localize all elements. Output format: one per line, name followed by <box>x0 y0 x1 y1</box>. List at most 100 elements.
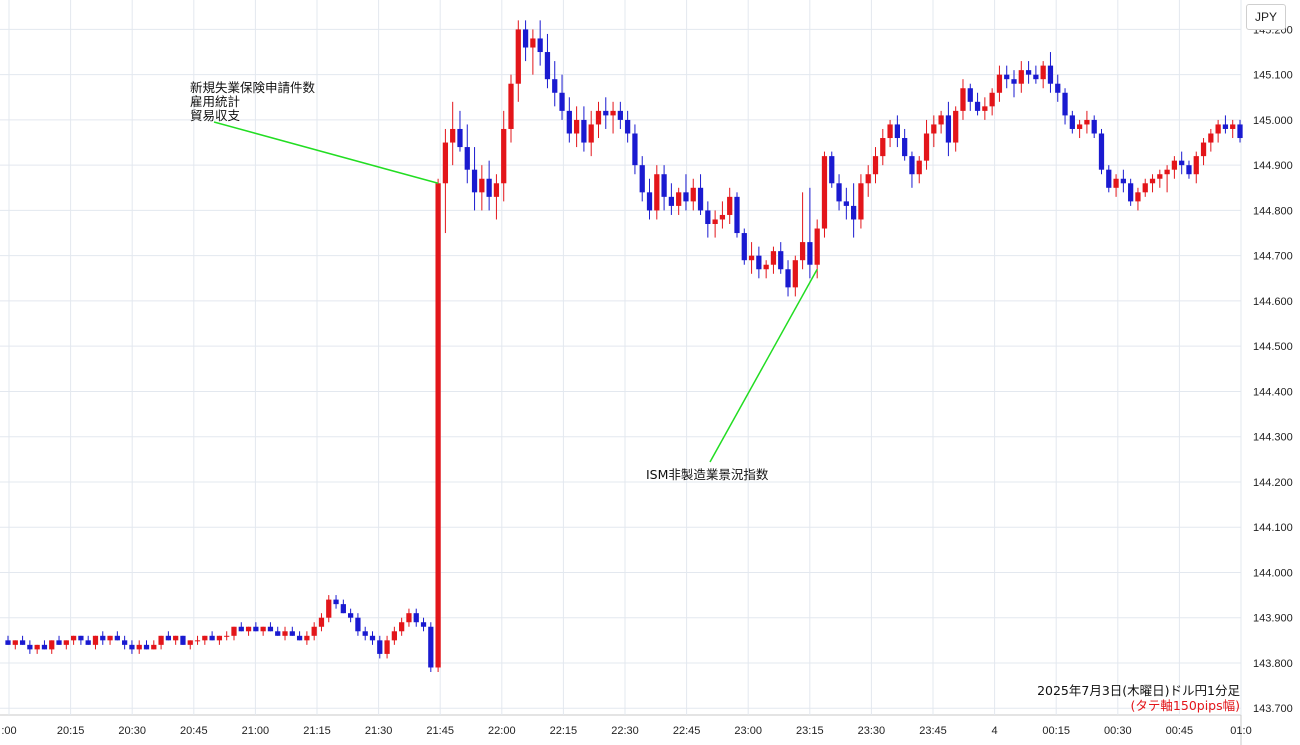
candle-body <box>1047 65 1054 84</box>
candle <box>792 255 798 297</box>
candle <box>41 640 48 650</box>
candle-body <box>872 156 879 175</box>
candle-body <box>770 251 777 265</box>
y-tick-label: 144.800 <box>1253 205 1293 217</box>
candle <box>275 626 281 636</box>
annotation-text: ISM非製造業景況指数 <box>646 467 769 482</box>
candle <box>238 622 244 632</box>
candle-body <box>216 635 223 641</box>
x-tick-label: 4 <box>992 725 998 737</box>
candle-body <box>508 83 514 129</box>
candle-body <box>1193 156 1199 175</box>
currency-label[interactable]: JPY <box>1246 4 1286 30</box>
candle-body <box>894 124 900 139</box>
y-tick-label: 144.100 <box>1253 522 1293 534</box>
candle-body <box>311 626 317 636</box>
candle-body <box>399 622 405 632</box>
candle-body <box>1106 169 1112 188</box>
y-tick-label: 144.600 <box>1253 296 1293 308</box>
candle <box>573 106 580 148</box>
candle <box>1084 110 1090 134</box>
candle-body <box>887 124 893 139</box>
candle-body <box>778 251 784 270</box>
candle-body <box>194 640 201 642</box>
candle-body <box>158 635 164 645</box>
candle <box>231 626 237 641</box>
candle <box>19 635 26 645</box>
candles <box>5 20 1243 673</box>
candle <box>289 626 295 636</box>
candle-body <box>238 626 244 632</box>
x-tick-label: 23:15 <box>796 725 824 737</box>
candle <box>340 599 346 614</box>
candle-body <box>107 635 113 641</box>
candle <box>676 187 682 215</box>
candle <box>748 242 755 274</box>
candle <box>493 174 500 220</box>
candle-body <box>63 640 69 645</box>
candle-body <box>741 233 747 261</box>
x-tick-label: 00:30 <box>1104 725 1132 737</box>
candle <box>245 626 252 636</box>
candle <box>537 20 543 66</box>
candle-body <box>668 196 675 206</box>
candle <box>49 640 55 654</box>
candle <box>471 147 478 211</box>
candle <box>880 128 886 166</box>
x-tick-label: 21:45 <box>426 725 454 737</box>
candle-body <box>1011 79 1017 84</box>
candle-body <box>646 192 653 211</box>
candle-body <box>202 635 208 641</box>
candle <box>625 110 631 143</box>
candle <box>588 110 594 157</box>
candle <box>770 246 777 274</box>
candle-body <box>442 142 449 184</box>
candle <box>12 640 18 650</box>
time-axis: :00 20:15 20:30 20:45 21:00 21:15 21:30 21:45 22… <box>1 725 1251 737</box>
candle-body <box>224 635 230 637</box>
x-tick-label: 21:15 <box>303 725 331 737</box>
candle-body <box>814 228 820 265</box>
candle <box>296 631 303 641</box>
candle-body <box>610 110 616 116</box>
candle <box>216 635 223 645</box>
candle-body <box>333 599 339 605</box>
candle-body <box>522 29 529 48</box>
candle-body <box>858 183 864 220</box>
candle <box>318 613 325 632</box>
candle-body <box>41 644 48 650</box>
candle <box>1149 174 1156 193</box>
candle <box>1106 165 1112 193</box>
candle <box>1171 156 1178 179</box>
candle-body <box>982 106 988 111</box>
candle <box>1098 128 1105 175</box>
candle-body <box>639 165 645 193</box>
candle-body <box>537 38 543 53</box>
candle <box>610 101 616 134</box>
candle-body <box>289 631 295 636</box>
candle-body <box>880 138 886 157</box>
candle-body <box>836 183 842 202</box>
candle <box>377 635 383 659</box>
candle <box>741 228 747 265</box>
candle <box>821 151 828 238</box>
candle-body <box>938 115 944 125</box>
candle <box>78 635 84 645</box>
candle-body <box>1084 119 1090 125</box>
candle <box>1025 61 1032 84</box>
candle <box>646 178 653 220</box>
candle-body <box>1208 133 1214 143</box>
candle-body <box>12 640 18 645</box>
candle <box>902 128 908 161</box>
candle <box>224 631 230 641</box>
y-tick-label: 145.000 <box>1253 115 1293 127</box>
candle-body <box>756 255 762 270</box>
annotation-ism: ISM非製造業景況指数 <box>646 268 818 482</box>
candle-body <box>282 631 288 636</box>
candle-body <box>573 119 580 134</box>
x-tick-label: 22:15 <box>550 725 578 737</box>
candle <box>1011 70 1017 98</box>
x-tick-label: 20:45 <box>180 725 208 737</box>
candle-body <box>785 269 791 288</box>
